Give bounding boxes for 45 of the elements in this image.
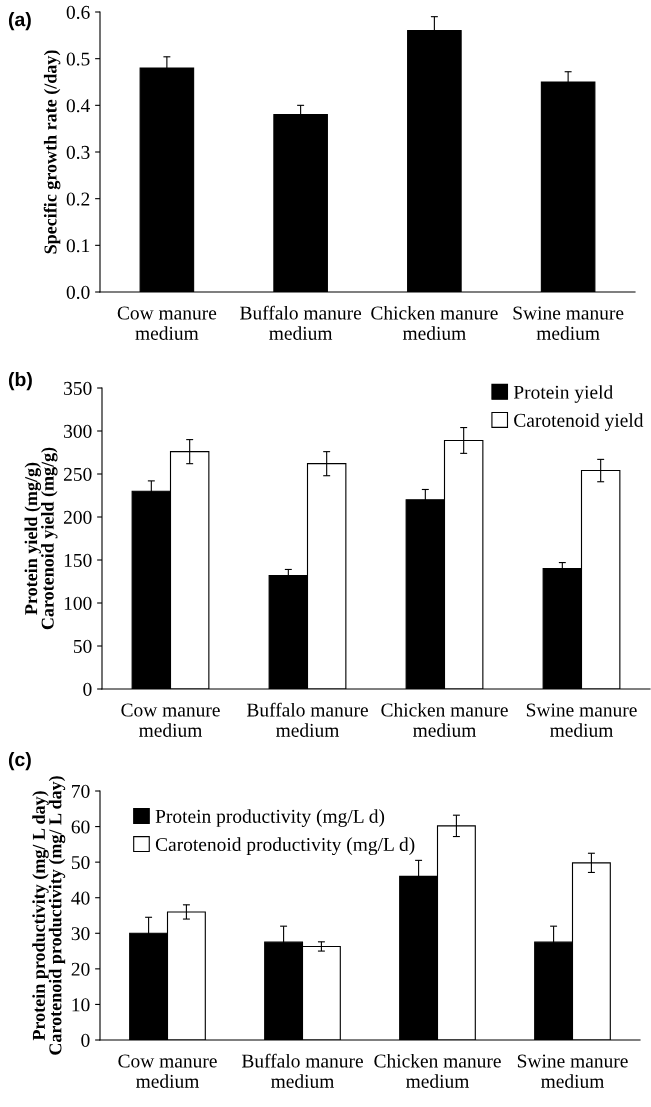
x-tick-label: Buffalo manure medium (240, 305, 362, 340)
chart-title: (b) (8, 372, 32, 391)
y-tick-label: 150 (64, 553, 92, 567)
x-tick-label: Buffalo manure medium (246, 702, 368, 737)
y-tick-label: 70 (72, 784, 90, 798)
chart-title: (a) (8, 12, 31, 31)
y-tick-label: 0.4 (66, 99, 90, 113)
y-tick-label: 250 (63, 467, 92, 481)
x-tick-label: Chicken manure medium (381, 702, 508, 737)
y-tick-label: 200 (63, 510, 92, 524)
y-axis-title: Protein yield (mg/g) Carotenoid yield (mg/g) (24, 447, 58, 630)
x-tick-label: Chicken manure medium (371, 305, 498, 340)
y-tick-label: 0 (83, 682, 92, 696)
y-tick-label: 30 (71, 927, 90, 941)
y-tick-label: 40 (71, 891, 90, 905)
x-tick-label: Swine manure medium (517, 1054, 628, 1088)
y-tick-label: 50 (71, 855, 90, 870)
y-tick-label: 100 (64, 596, 92, 610)
y-tick-label: 0.1 (66, 239, 90, 253)
x-tick-label: Chicken manure medium (374, 1053, 501, 1088)
y-tick-label: 0.6 (66, 5, 90, 20)
y-tick-label: 0 (81, 1033, 90, 1047)
y-tick-label: 20 (71, 962, 90, 976)
y-tick-label: 0.2 (66, 192, 90, 206)
y-tick-label: 300 (64, 424, 92, 438)
legend-label: Protein productivity (mg/L d) (155, 809, 385, 827)
legend-label: Carotenoid yield (514, 413, 644, 431)
x-tick-label: Swine manure medium (526, 703, 637, 737)
y-tick-label: 50 (73, 639, 92, 653)
legend-label: Protein yield (513, 385, 613, 403)
legend-label: Carotenoid productivity (mg/L d) (155, 837, 415, 855)
y-tick-label: 0.3 (66, 145, 90, 160)
chart-title: (c) (8, 752, 31, 771)
x-tick-label: Cow manure medium (117, 306, 217, 340)
y-tick-label: 0.5 (66, 52, 90, 66)
y-tick-label: 10 (72, 998, 90, 1012)
y-axis-title: Protein productivity (mg/ L day) Carotenoid productivity (mg/ L day) (32, 776, 66, 1055)
x-tick-label: Cow manure medium (118, 1054, 217, 1088)
x-tick-label: Buffalo manure medium (241, 1053, 363, 1088)
y-tick-label: 0.0 (66, 285, 90, 300)
x-tick-label: Swine manure medium (513, 306, 624, 340)
y-tick-label: 350 (64, 381, 92, 395)
x-tick-label: Cow manure medium (121, 703, 220, 737)
y-axis-title: Specific growth rate (/day) (43, 50, 61, 254)
y-tick-label: 60 (71, 820, 90, 834)
